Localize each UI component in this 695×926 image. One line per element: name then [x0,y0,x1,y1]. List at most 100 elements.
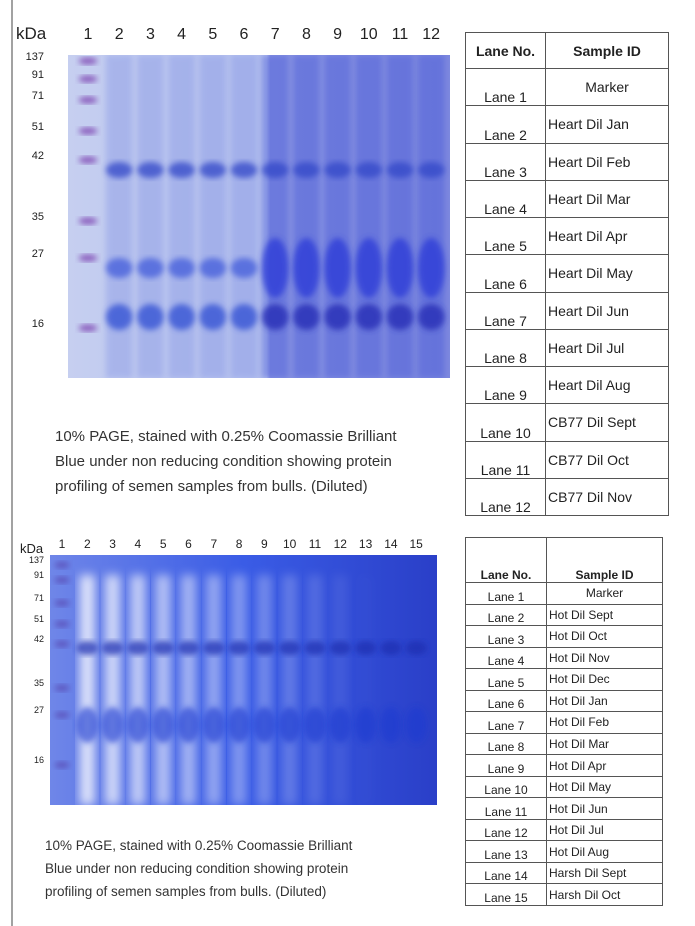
lane-number: 9 [261,537,268,551]
band [386,162,414,178]
sample-cell: Heart Dil Apr [545,216,669,256]
lane-cell: Lane 10 [465,403,546,442]
lane-cell: Lane 1 [465,67,546,107]
lane-number: 2 [114,26,124,43]
band [355,162,383,178]
sample-cell: Hot Dil Sept [546,603,663,627]
lane-number: 3 [109,537,116,551]
table-row: Lane 15 Harsh Dil Oct [465,883,663,906]
lane-cell: Lane 3 [465,625,547,648]
caption-line: Blue under non reducing condition showin… [45,861,349,876]
band [168,258,195,278]
lane-number: 9 [333,26,343,43]
band [355,238,383,298]
header-cell: Lane No. [465,32,546,69]
table-row: Lane 6 Hot Dil Jan [465,689,663,713]
lane-number: 12 [333,537,347,551]
band [293,304,320,330]
sample-cell: Hot Dil Aug [546,840,663,863]
lane-number: 8 [235,537,243,551]
band [101,641,124,655]
table-row: Lane 11 Hot Dil Jun [465,797,663,820]
kda-label: kDa [16,24,47,43]
lane-cell: Lane 12 [465,818,547,842]
marker-label: 91 [33,570,44,580]
band [293,238,320,298]
band [261,238,289,298]
table-row: Lane 1 Marker [465,67,669,107]
lane-cell: Lane 11 [465,440,546,479]
sample-cell: CB77 Dil Oct [545,440,669,479]
table-row: Lane 3 Hot Dil Oct [465,625,663,648]
band [354,641,377,655]
sample-cell: Marker [546,582,663,605]
band [228,707,250,743]
lane-cell: Lane 14 [465,861,547,885]
caption-line: profiling of semen samples from bulls. (… [55,478,368,495]
marker-band [54,684,70,692]
sample-cell: Hot Dil Dec [546,668,663,691]
lane-smear [206,575,222,805]
lane-number: 3 [145,26,155,43]
band [417,304,445,330]
band [230,258,258,278]
lane-cell: Lane 4 [465,646,547,670]
marker-label: 27 [31,248,44,260]
lane-number: 10 [359,26,378,43]
lane-cell: Lane 9 [465,754,547,777]
band [137,162,164,178]
lane-cell: Lane 5 [465,216,546,256]
marker-band [54,576,70,584]
band [380,707,402,743]
lane-smear [155,575,171,805]
lane-number: 5 [159,537,167,551]
marker-label: 35 [33,678,44,688]
lane-cell: Lane 11 [465,797,547,820]
marker-band [78,96,98,104]
lane-smear [358,575,373,805]
lane-cell: Lane 5 [465,668,547,691]
lane-cell: Lane 6 [465,254,546,293]
band [199,258,227,278]
band [253,707,276,743]
table-row: Lane 7 Heart Dil Jun [465,291,669,330]
band [203,707,225,743]
sample-cell: Hot Dil Jun [546,797,663,820]
band [137,258,164,278]
table-row: Lane 8 Hot Dil Mar [465,732,663,756]
band [354,707,377,743]
lane-cell: Lane 7 [465,291,546,330]
sample-cell: Heart Dil May [545,254,669,293]
marker-label: 137 [28,555,44,565]
marker-band [78,57,98,65]
band [324,238,351,298]
table-row: Lane 9 Hot Dil Apr [465,754,663,777]
band [386,304,414,330]
lane-smear [282,575,298,805]
band [230,162,258,178]
lane-number: 12 [422,26,441,43]
table-row: Lane 11 CB77 Dil Oct [465,440,669,479]
marker-label: 71 [31,90,44,102]
band [152,641,174,655]
sample-cell: Hot Dil Apr [546,754,663,777]
lane-number: 4 [134,537,142,551]
table-row: Lane 12 CB77 Dil Nov [465,477,669,517]
table-row: Lane 5 Heart Dil Apr [465,216,669,256]
table-row: Lane 7 Hot Dil Feb [465,711,663,734]
marker-band [54,640,70,648]
caption-line: 10% PAGE, stained with 0.25% Coomassie B… [45,838,353,853]
lane-smear [79,575,95,805]
lane-cell: Lane 4 [465,179,546,219]
lane-cell: Lane 10 [465,775,547,799]
band [253,641,276,655]
band [168,162,195,178]
band [199,162,227,178]
band [105,304,133,330]
band [355,304,383,330]
sample-cell: CB77 Dil Nov [545,477,669,517]
marker-band [78,324,98,332]
band [329,707,352,743]
lane-number: 11 [308,537,322,551]
